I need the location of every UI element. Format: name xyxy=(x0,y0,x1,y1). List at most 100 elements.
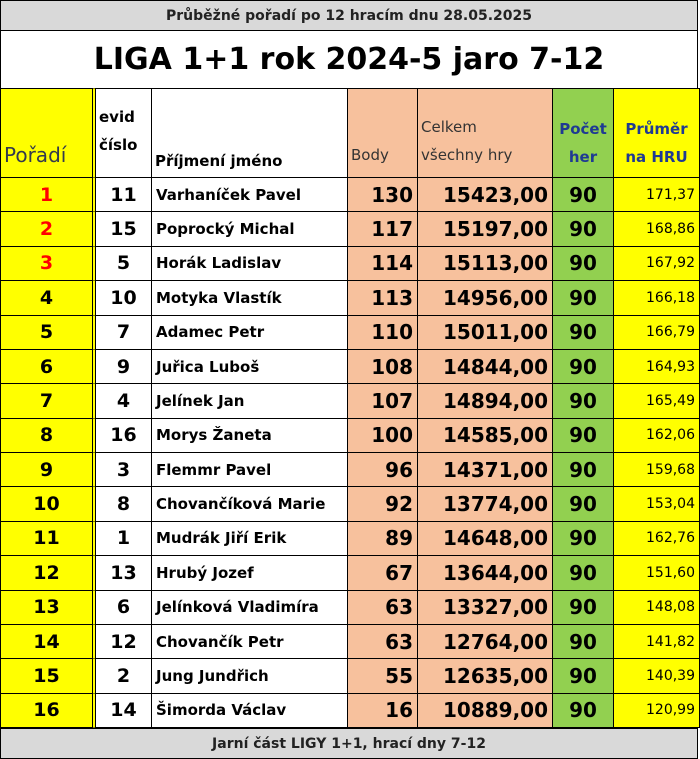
table-cell: Motyka Vlastík xyxy=(152,281,348,316)
subtitle: Průběžné pořadí po 12 hracím dnu 28.05.2… xyxy=(0,0,698,31)
header-text: číslo xyxy=(99,136,138,154)
table-cell: Mudrák Jiří Erik xyxy=(152,521,348,557)
table-cell: 11 xyxy=(0,521,96,557)
table-cell: 159,68 xyxy=(614,453,700,488)
table-cell: Varhaníček Pavel xyxy=(152,178,348,213)
table-cell: 2 xyxy=(0,212,96,247)
table-cell: 15 xyxy=(96,212,152,247)
header-text: Příjmení jméno xyxy=(155,152,283,170)
table-cell: 90 xyxy=(553,349,614,385)
table-cell: Adamec Petr xyxy=(152,315,348,350)
table-cell: 16 xyxy=(348,693,418,728)
table-cell: Juřica Luboš xyxy=(152,349,348,385)
table-cell: Horák Ladislav xyxy=(152,246,348,282)
table-cell: 7 xyxy=(0,384,96,419)
table-cell: 9 xyxy=(0,453,96,488)
column-header: Pořadí xyxy=(0,88,96,178)
table-cell: 165,49 xyxy=(614,384,700,419)
table-cell: Šimorda Václav xyxy=(152,693,348,728)
table-cell: 8 xyxy=(96,487,152,522)
table-cell: 3 xyxy=(0,246,96,282)
table-cell: 8 xyxy=(0,418,96,453)
table-cell: 108 xyxy=(348,349,418,385)
table-cell: 168,86 xyxy=(614,212,700,247)
table-cell: 90 xyxy=(553,693,614,728)
table-cell: 90 xyxy=(553,453,614,488)
table-cell: 1 xyxy=(0,178,96,213)
table-cell: 4 xyxy=(0,281,96,316)
table-cell: 90 xyxy=(553,659,614,694)
table-cell: 2 xyxy=(96,659,152,694)
table-cell: 90 xyxy=(553,178,614,213)
table-cell: 90 xyxy=(553,521,614,557)
table-cell: 4 xyxy=(96,384,152,419)
table-cell: 14844,00 xyxy=(418,349,553,385)
table-cell: 90 xyxy=(553,418,614,453)
header-text: Pořadí xyxy=(4,143,67,167)
table-cell: 90 xyxy=(553,246,614,282)
table-cell: Jelínková Vladimíra xyxy=(152,590,348,625)
header-text: her xyxy=(568,148,598,166)
table-cell: 162,06 xyxy=(614,418,700,453)
column-header: Průměr na HRU xyxy=(614,88,700,178)
table-cell: Chovančíková Marie xyxy=(152,487,348,522)
header-text: Celkem xyxy=(421,118,477,136)
table-cell: 167,92 xyxy=(614,246,700,282)
table-cell: 55 xyxy=(348,659,418,694)
table-cell: 140,39 xyxy=(614,659,700,694)
table-cell: 16 xyxy=(0,693,96,728)
table-cell: 151,60 xyxy=(614,556,700,591)
header-text: na HRU xyxy=(625,148,688,166)
table-cell: 153,04 xyxy=(614,487,700,522)
table-cell: 89 xyxy=(348,521,418,557)
table-cell: 6 xyxy=(96,590,152,625)
table-cell: 166,79 xyxy=(614,315,700,350)
table-cell: 100 xyxy=(348,418,418,453)
table-cell: 12764,00 xyxy=(418,624,553,660)
table-cell: 114 xyxy=(348,246,418,282)
table-cell: 14371,00 xyxy=(418,453,553,488)
table-cell: Poprocký Michal xyxy=(152,212,348,247)
table-cell: 130 xyxy=(348,178,418,213)
table-cell: 12 xyxy=(96,624,152,660)
table-cell: 14956,00 xyxy=(418,281,553,316)
table-cell: 10 xyxy=(0,487,96,522)
table-cell: 63 xyxy=(348,590,418,625)
column-header: Počet her xyxy=(553,88,614,178)
table-cell: 1 xyxy=(96,521,152,557)
table-cell: 164,93 xyxy=(614,349,700,385)
table-cell: Jung Jundřich xyxy=(152,659,348,694)
table-cell: Morys Žaneta xyxy=(152,418,348,453)
header-text: Body xyxy=(351,146,389,164)
column-header: evid číslo xyxy=(96,88,152,178)
header-text: Průměr xyxy=(625,120,688,138)
table-cell: 15 xyxy=(0,659,96,694)
table-cell: 13 xyxy=(0,590,96,625)
table-cell: 162,76 xyxy=(614,521,700,557)
table-cell: 90 xyxy=(553,487,614,522)
column-header: Příjmení jméno xyxy=(152,88,348,178)
table-cell: 141,82 xyxy=(614,624,700,660)
table-cell: 67 xyxy=(348,556,418,591)
table-cell: 90 xyxy=(553,556,614,591)
table-cell: 90 xyxy=(553,590,614,625)
table-cell: 90 xyxy=(553,315,614,350)
table-cell: 13327,00 xyxy=(418,590,553,625)
table-cell: 90 xyxy=(553,384,614,419)
table-cell: 13774,00 xyxy=(418,487,553,522)
column-header: Celkem všechny hry xyxy=(418,88,553,178)
table-cell: 3 xyxy=(96,453,152,488)
table-cell: 15197,00 xyxy=(418,212,553,247)
table-cell: 13 xyxy=(96,556,152,591)
table-cell: 107 xyxy=(348,384,418,419)
table-cell: 15113,00 xyxy=(418,246,553,282)
table-cell: 96 xyxy=(348,453,418,488)
table-cell: 14585,00 xyxy=(418,418,553,453)
table-cell: 110 xyxy=(348,315,418,350)
table-cell: 11 xyxy=(96,178,152,213)
table-cell: 120,99 xyxy=(614,693,700,728)
table-cell: 90 xyxy=(553,281,614,316)
table-cell: 5 xyxy=(0,315,96,350)
table-cell: 15423,00 xyxy=(418,178,553,213)
